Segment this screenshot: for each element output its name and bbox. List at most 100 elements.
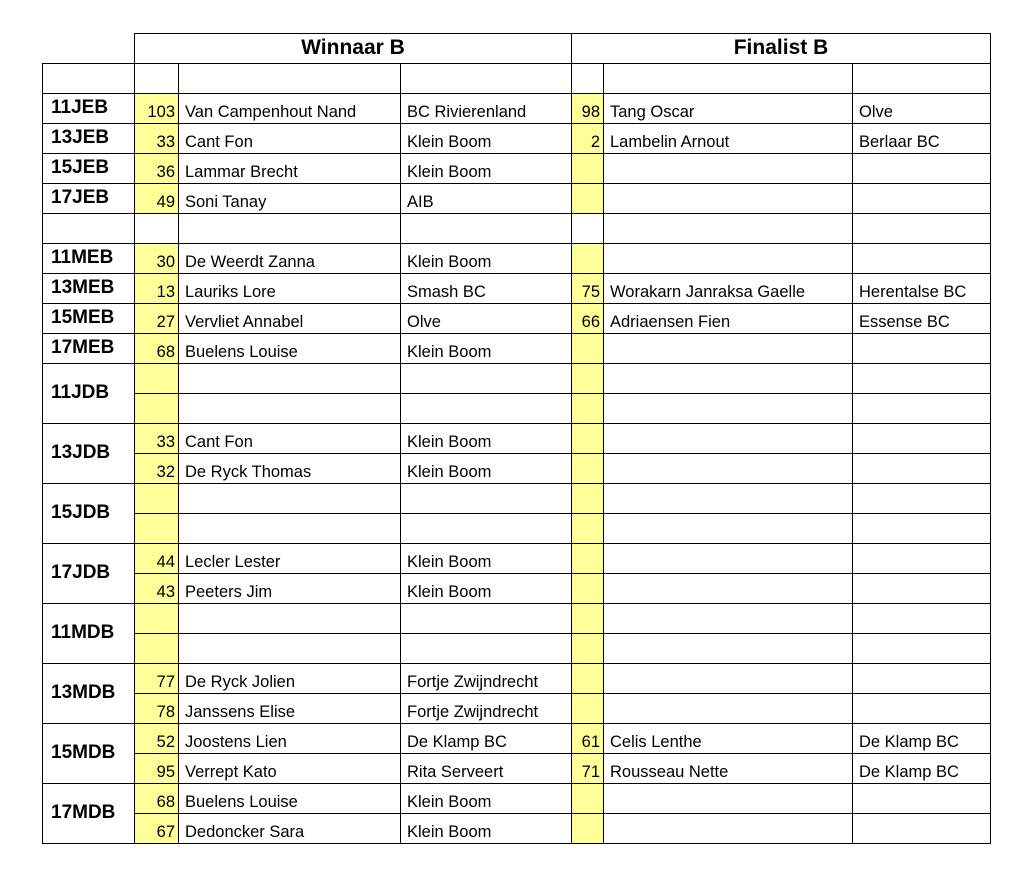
category-label: 13MDB (42, 663, 135, 724)
table-row: 15MEB 27 Vervliet Annabel Olve 66 Adriaensen … (42, 303, 991, 334)
finalist-club (852, 633, 991, 664)
winner-number: 103 (134, 93, 179, 124)
finalist-name (603, 783, 853, 814)
category-label: 15MDB (42, 723, 135, 784)
category-label: 13JEB (42, 123, 135, 154)
empty-cell (42, 63, 135, 94)
winner-number: 43 (134, 573, 179, 604)
finalist-name: Worakarn Janraksa Gaelle (603, 273, 853, 304)
winner-number: 32 (134, 453, 179, 484)
winner-name: Lecler Lester (178, 543, 401, 574)
winner-name (178, 393, 401, 424)
winner-name: Peeters Jim (178, 573, 401, 604)
table-row: 67 Dedoncker Sara Klein Boom (43, 813, 991, 844)
winner-name: Van Campenhout Nand (178, 93, 401, 124)
category-label: 13MEB (42, 273, 135, 304)
winner-number (134, 213, 179, 244)
winner-club: AIB (400, 183, 572, 214)
category-label: 17JDB (42, 543, 135, 604)
winner-club: Klein Boom (400, 783, 572, 814)
finalist-club: Herentalse BC (852, 273, 991, 304)
finalist-number (571, 393, 604, 424)
finalist-number (571, 633, 604, 664)
winner-number (134, 603, 179, 634)
empty-cell (603, 63, 853, 94)
category-label: 15JEB (42, 153, 135, 184)
empty-cell (852, 63, 991, 94)
finalist-number (571, 603, 604, 634)
finalist-name (603, 483, 853, 514)
table-row: 17MEB 68 Buelens Louise Klein Boom (42, 333, 991, 364)
table-row: 17JDB 44 Lecler Lester Klein Boom (42, 543, 991, 604)
winner-name: De Ryck Thomas (178, 453, 401, 484)
table-row: 95 Verrept Kato Rita Serveert 71 Rousseau Ne… (43, 753, 991, 784)
header-row: Winnaar B Finalist B (43, 33, 991, 64)
winner-club (400, 603, 572, 634)
winner-club: Klein Boom (400, 813, 572, 844)
finalist-number (571, 363, 604, 394)
finalist-header: Finalist B (571, 33, 991, 64)
finalist-name (603, 603, 853, 634)
finalist-number (571, 573, 604, 604)
blank-row (42, 63, 991, 94)
category-label: 17MDB (42, 783, 135, 844)
finalist-club (852, 783, 991, 814)
winner-name (178, 603, 401, 634)
winner-name (178, 363, 401, 394)
winner-name: Verrept Kato (178, 753, 401, 784)
table-row: 15MDB 52 Joostens Lien De Klamp BC 61 Celis L… (42, 723, 991, 784)
winner-name: Lammar Brecht (178, 153, 401, 184)
category-label: 11MEB (42, 243, 135, 274)
category-label: 11JDB (42, 363, 135, 424)
table-row: 15JDB (42, 483, 991, 544)
finalist-name (603, 543, 853, 574)
finalist-club (852, 513, 991, 544)
winner-name: De Weerdt Zanna (178, 243, 401, 274)
winner-club: Klein Boom (400, 573, 572, 604)
winner-number: 78 (134, 693, 179, 724)
finalist-name (603, 213, 853, 244)
winner-number: 49 (134, 183, 179, 214)
category-label (42, 213, 135, 244)
finalist-number: 71 (571, 753, 604, 784)
finalist-name (603, 813, 853, 844)
empty-cell (178, 63, 401, 94)
table-row: 17MDB 68 Buelens Louise Klein Boom (42, 783, 991, 844)
winner-club: Klein Boom (400, 333, 572, 364)
winner-name: Janssens Elise (178, 693, 401, 724)
winner-number (134, 513, 179, 544)
finalist-club (852, 693, 991, 724)
finalist-club (852, 483, 991, 514)
winner-club: Fortje Zwijndrecht (400, 693, 572, 724)
winner-number (134, 633, 179, 664)
finalist-name (603, 693, 853, 724)
winner-name (178, 483, 401, 514)
table-row (42, 213, 991, 244)
winner-name: Buelens Louise (178, 333, 401, 364)
finalist-name: Adriaensen Fien (603, 303, 853, 334)
finalist-club (852, 333, 991, 364)
winner-club: Klein Boom (400, 453, 572, 484)
finalist-name (603, 573, 853, 604)
finalist-club (852, 573, 991, 604)
finalist-club (852, 243, 991, 274)
finalist-number (571, 813, 604, 844)
winner-name: Soni Tanay (178, 183, 401, 214)
finalist-number (571, 333, 604, 364)
finalist-club: Olve (852, 93, 991, 124)
table-row (43, 393, 991, 424)
winner-name (178, 513, 401, 544)
finalist-club (852, 153, 991, 184)
winner-club: Klein Boom (400, 423, 572, 454)
winner-number: 36 (134, 153, 179, 184)
winner-club: Fortje Zwijndrecht (400, 663, 572, 694)
winner-club (400, 393, 572, 424)
table-row: 11JDB (42, 363, 991, 424)
finalist-number (571, 783, 604, 814)
finalist-name (603, 393, 853, 424)
finalist-number (571, 153, 604, 184)
table-row: 17JEB 49 Soni Tanay AIB (42, 183, 991, 214)
finalist-name (603, 663, 853, 694)
results-table: Winnaar B Finalist B 11JEB 103 Van Campenh… (42, 33, 991, 844)
table-row: 13MDB 77 De Ryck Jolien Fortje Zwijndrecht (42, 663, 991, 724)
